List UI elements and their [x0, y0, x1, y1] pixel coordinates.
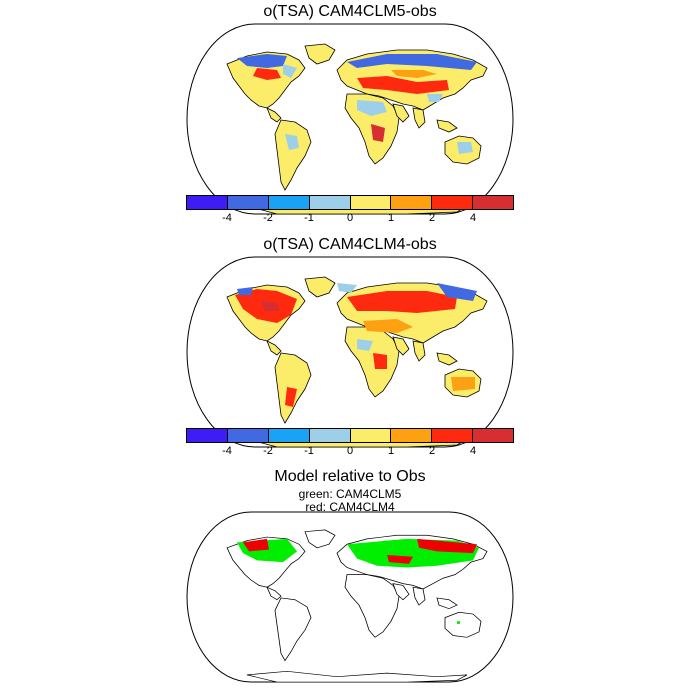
colorbar-swatch — [268, 196, 310, 209]
colorbar-swatch — [432, 196, 474, 209]
colorbar-swatch — [350, 196, 392, 209]
map-panel1 — [186, 23, 514, 215]
panel3-legend-red: red: CAM4CLM4 — [305, 500, 395, 514]
colorbar-swatch — [268, 429, 310, 442]
colorbar-tick-label: -4 — [222, 445, 232, 457]
colorbar-tick-label: 0 — [346, 445, 354, 457]
panel3-title: Model relative to Obs — [274, 468, 426, 485]
map-panel3 — [186, 511, 514, 683]
colorbar-swatch — [350, 429, 392, 442]
colorbar-tick-label: 4 — [469, 445, 477, 457]
colorbar-tick-label: 2 — [428, 445, 436, 457]
colorbar-tick-label: -4 — [222, 212, 232, 224]
panel2-title: o(TSA) CAM4CLM4-obs — [263, 236, 437, 253]
colorbar-swatch — [187, 196, 228, 209]
colorbar-swatch — [432, 429, 474, 442]
colorbar-panel2 — [186, 428, 514, 443]
colorbar-tick-label: 2 — [428, 212, 436, 224]
map-panel2 — [186, 256, 514, 448]
colorbar-swatch — [227, 196, 269, 209]
colorbar-tick-label: 4 — [469, 212, 477, 224]
colorbar-swatch — [473, 196, 513, 209]
panel3-legend-green: green: CAM4CLM5 — [298, 487, 402, 501]
colorbar-swatch — [473, 429, 513, 442]
colorbar-tick-label: -2 — [263, 212, 273, 224]
colorbar-swatch — [391, 196, 433, 209]
colorbar-swatch — [309, 196, 351, 209]
colorbar-panel1-ticks: -4 -2 -1 0 1 2 4 — [186, 212, 514, 226]
colorbar-swatch — [391, 429, 433, 442]
colorbar-tick-label: -1 — [304, 445, 314, 457]
colorbar-swatch — [227, 429, 269, 442]
colorbar-swatch — [187, 429, 228, 442]
colorbar-tick-label: 1 — [387, 212, 395, 224]
colorbar-tick-label: -1 — [304, 212, 314, 224]
colorbar-swatch — [309, 429, 351, 442]
colorbar-panel2-ticks: -4 -2 -1 0 1 2 4 — [186, 445, 514, 459]
panel1-title: o(TSA) CAM4CLM5-obs — [263, 3, 437, 20]
colorbar-tick-label: 1 — [387, 445, 395, 457]
colorbar-panel1 — [186, 195, 514, 210]
colorbar-tick-label: 0 — [346, 212, 354, 224]
colorbar-tick-label: -2 — [263, 445, 273, 457]
